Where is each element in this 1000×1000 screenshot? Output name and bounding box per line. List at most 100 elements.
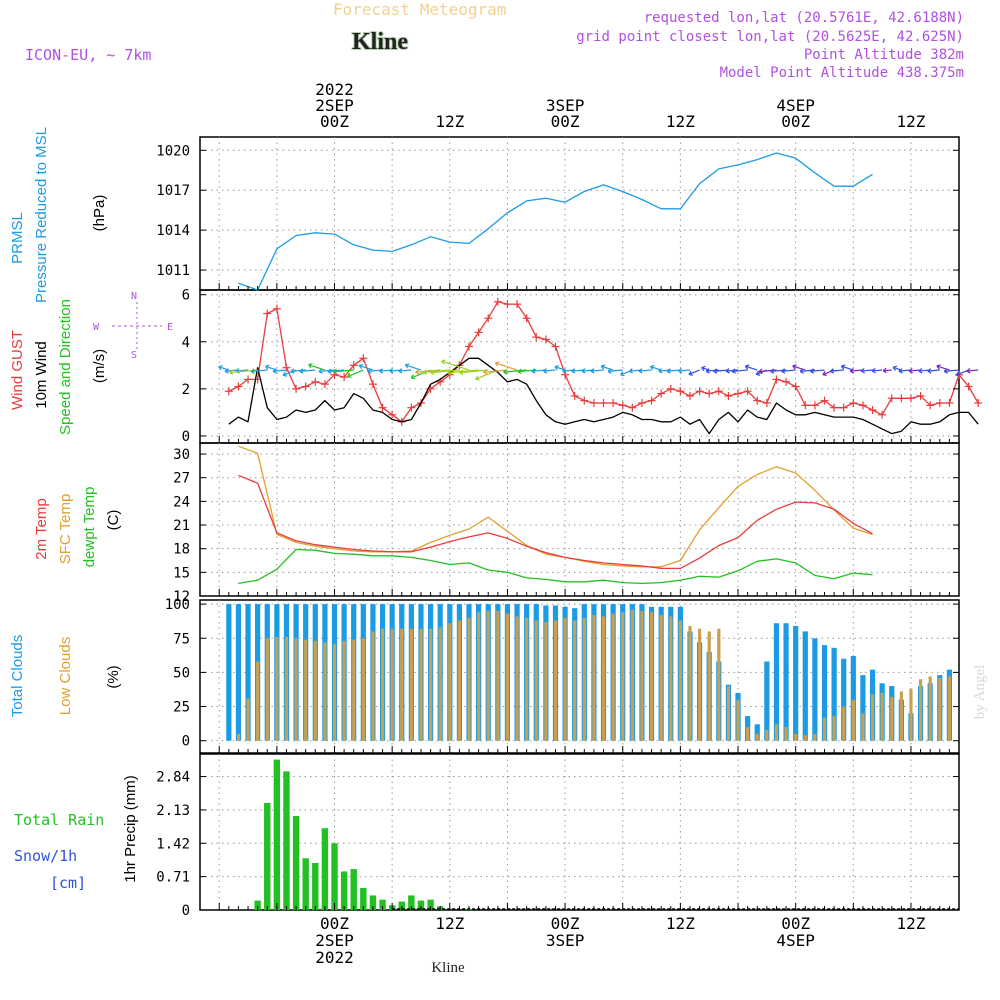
- total-cloud-bar: [783, 623, 789, 741]
- gust-marker: [830, 403, 839, 412]
- temp-panel: [199, 442, 960, 597]
- wind-direction-arrow: [725, 368, 739, 374]
- low-cloud-bar: [457, 620, 462, 741]
- wind-direction-arrow: [809, 368, 825, 374]
- low-cloud-bar: [669, 616, 673, 741]
- low-cloud-bar: [880, 692, 884, 741]
- wind-direction-arrow: [966, 368, 979, 374]
- gust-marker: [695, 387, 704, 396]
- low-cloud-bar: [419, 628, 423, 741]
- y-tick-label: 100: [165, 597, 190, 613]
- low-cloud-bar: [438, 627, 442, 741]
- time-label-top: 2SEP: [315, 96, 354, 115]
- gust-marker: [897, 394, 906, 403]
- pressure-line: [238, 152, 873, 291]
- gust-marker: [743, 387, 752, 396]
- clouds-labels: Total Clouds Low Clouds (%): [9, 635, 122, 718]
- y-tick-label: 6: [182, 288, 190, 304]
- low-cloud-bar: [755, 733, 759, 741]
- y-tick-label: 2: [182, 382, 190, 398]
- low-cloud-bar: [822, 717, 827, 741]
- gust-marker: [513, 300, 522, 309]
- low-cloud-bar: [275, 636, 279, 741]
- low-cloud-bar: [352, 639, 356, 741]
- time-label-bottom: 12Z: [435, 914, 464, 933]
- wind-direction-arrow: [688, 369, 700, 376]
- low-cloud-bar: [678, 620, 682, 741]
- precip-panel: [199, 753, 960, 911]
- wind-label-1: Wind GUST: [9, 330, 26, 410]
- gust-marker: [349, 361, 358, 370]
- wind-line: [228, 357, 979, 435]
- wind-direction-arrow: [430, 369, 460, 376]
- rain-bar: [292, 816, 300, 910]
- low-cloud-bar: [256, 661, 260, 741]
- time-label-bottom: 00Z: [781, 914, 810, 933]
- credit-label: by Angel: [972, 665, 988, 720]
- total-cloud-bar: [764, 661, 770, 741]
- rain-bar: [417, 900, 425, 910]
- low-cloud-bar: [746, 727, 750, 741]
- gust-marker: [964, 382, 973, 391]
- wind-direction-arrow: [494, 361, 518, 371]
- low-cloud-bar: [630, 609, 634, 741]
- time-label-top: 00Z: [551, 112, 580, 131]
- gust-marker: [858, 401, 867, 410]
- compass-e: E: [167, 322, 173, 333]
- gust-marker: [868, 406, 877, 415]
- wind-direction-arrow: [290, 368, 306, 374]
- grid-layer: [200, 137, 959, 910]
- gust-marker: [782, 377, 791, 386]
- wind-direction-arrow: [744, 364, 758, 371]
- grid-point-coords: grid point closest lon,lat (20.5625E, 42…: [576, 29, 964, 45]
- low-cloud-bar: [332, 643, 337, 741]
- low-cloud-bar: [611, 613, 615, 741]
- model-label: ICON-EU, ~ 7km: [25, 46, 151, 64]
- gust-marker: [589, 398, 598, 407]
- gust-marker: [685, 391, 694, 400]
- gust-marker: [647, 396, 656, 405]
- low-cloud-bar: [621, 612, 625, 741]
- rain-bar: [379, 899, 386, 910]
- wind-direction-arrow: [955, 369, 969, 377]
- wind-direction-arrow: [398, 368, 412, 374]
- low-cloud-bar: [601, 616, 606, 741]
- low-cloud-bar: [409, 628, 413, 741]
- low-cloud-bar: [938, 677, 942, 741]
- low-cloud-bar: [265, 638, 269, 741]
- compass-s: S: [131, 350, 137, 361]
- wind-direction-arrow: [898, 368, 912, 374]
- gust-marker: [311, 377, 320, 386]
- gust-marker: [599, 398, 608, 407]
- rain-bar: [398, 901, 405, 910]
- gust-marker: [974, 398, 983, 407]
- gust-marker: [263, 309, 272, 318]
- gust-marker: [734, 389, 743, 398]
- low-cloud-bar: [505, 613, 510, 741]
- total-cloud-bar: [226, 604, 232, 741]
- gust-marker: [340, 373, 349, 382]
- location-title: Kline: [352, 29, 408, 55]
- pressure-label-1: PRMSL: [9, 212, 26, 264]
- wind-direction-arrow: [607, 368, 623, 374]
- temp-label-2: SFC Temp: [57, 494, 74, 565]
- sfc-temp-line: [238, 445, 873, 568]
- rain-bar: [331, 843, 338, 910]
- gust-marker: [810, 401, 819, 410]
- wind-direction-arrow: [447, 369, 479, 376]
- wind-direction-arrow: [299, 368, 316, 374]
- point-altitude: Point Altitude 382m: [804, 47, 964, 63]
- wind-direction-arrow: [871, 367, 883, 374]
- low-cloud-bar: [649, 612, 654, 741]
- wind-direction-arrow: [649, 364, 662, 371]
- wind-direction-arrow: [308, 363, 326, 371]
- time-label-bottom: 2022: [315, 948, 354, 967]
- gust-marker: [772, 375, 781, 384]
- wind-direction-arrow: [713, 368, 729, 374]
- wind-direction-arrow: [829, 368, 844, 374]
- low-cloud-bar: [428, 628, 433, 741]
- low-cloud-bar: [726, 686, 731, 741]
- gust-marker: [839, 403, 848, 412]
- total-cloud-bar: [245, 604, 251, 741]
- gust-marker: [618, 401, 627, 410]
